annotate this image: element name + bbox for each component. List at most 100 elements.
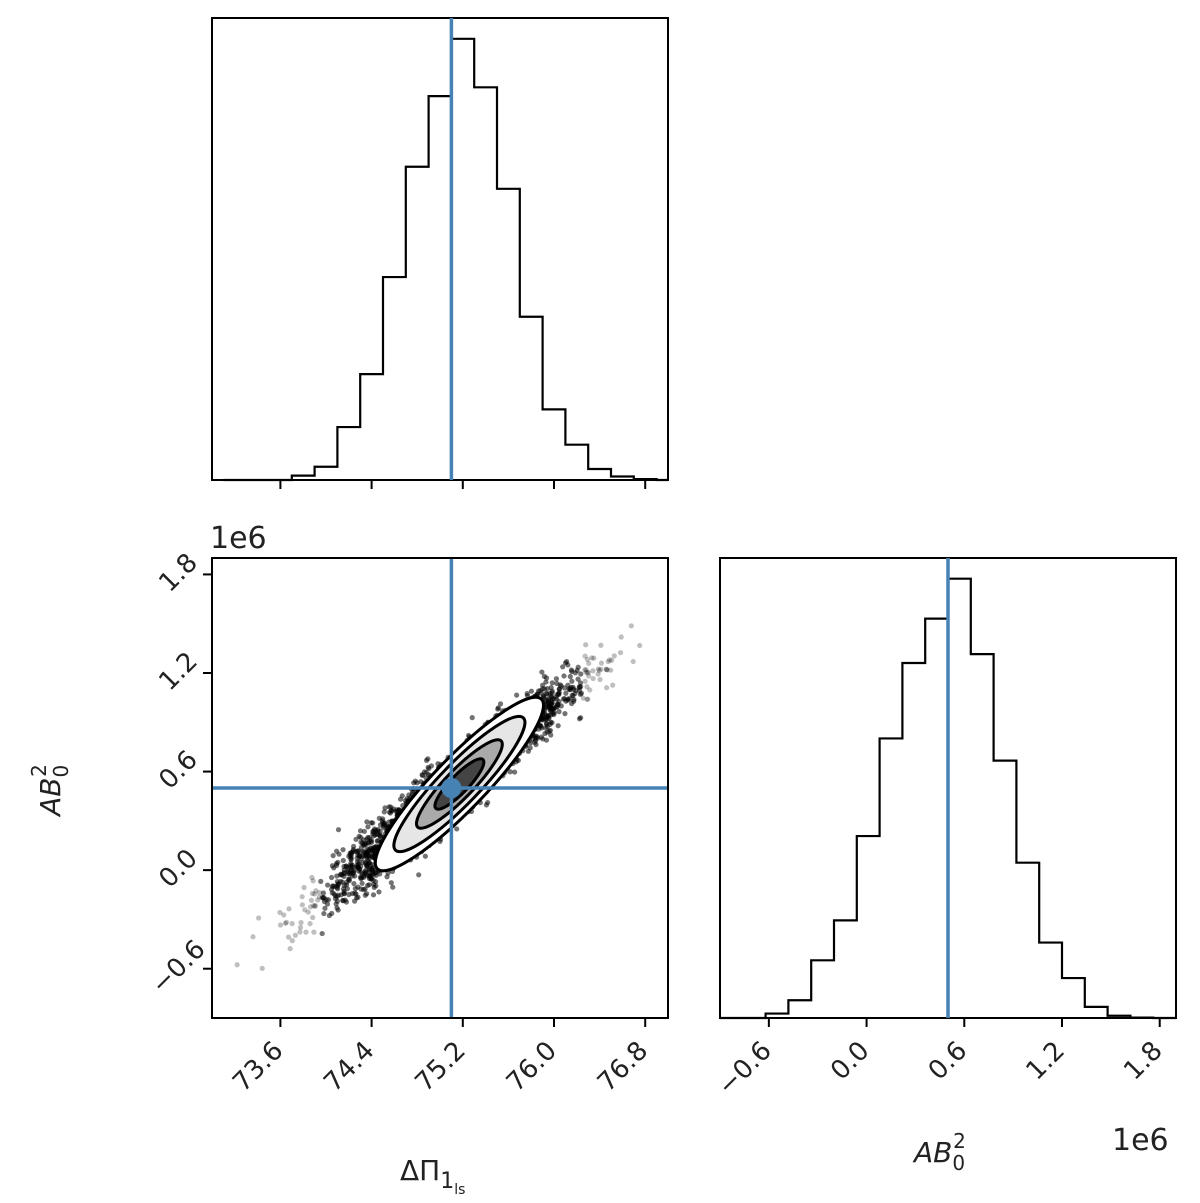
scatter-point [556, 709, 562, 715]
scatter-point [543, 712, 549, 719]
scatter-point [386, 819, 392, 825]
scatter-point [595, 671, 601, 677]
scatter-point [569, 668, 575, 675]
scatter-point [323, 897, 329, 903]
scatter-point [354, 849, 360, 855]
x-axis-label-subsub: ls [454, 1182, 465, 1198]
x-tick-label: 1.8 [1118, 1036, 1168, 1086]
scatter-point [584, 684, 590, 690]
scatter-point [583, 642, 589, 648]
scatter-point [589, 655, 595, 661]
scatter-point [388, 880, 394, 886]
scatter-point [578, 684, 584, 690]
scatter-point [422, 853, 428, 859]
scatter-point [628, 623, 634, 629]
scatter-point [298, 920, 304, 926]
histogram-dpi-panel [211, 17, 669, 489]
scatter-point [281, 912, 287, 918]
scatter-point [558, 683, 564, 689]
scatter-point [329, 890, 335, 896]
scatter-point [340, 847, 346, 853]
scatter-point [344, 879, 350, 885]
scatter-point [538, 723, 544, 730]
scatter-point [548, 693, 554, 699]
scatter-point [302, 907, 308, 913]
scatter-point [597, 676, 603, 683]
y-tick-label: 0.0 [153, 843, 203, 893]
histogram-ab-panel: −0.6 0.0 0.6 1.2 1.8 [712, 557, 1177, 1102]
scatter-point [365, 840, 372, 846]
x-tick-label: 1.2 [1020, 1036, 1070, 1086]
scatter-point [543, 679, 549, 685]
y-tick-label: −0.6 [146, 934, 212, 1000]
x-axis-label: ΔΠ1ls [400, 1154, 465, 1198]
scatter-point [330, 853, 336, 859]
scatter-contour-panel: 73.6 74.4 75.2 76.0 76.8 −0.6 0.0 0.6 1.2 1.8 [146, 548, 669, 1098]
scatter-point [310, 914, 316, 921]
scatter-point [315, 897, 321, 903]
scatter-point [545, 697, 551, 703]
scatter-point [618, 634, 624, 640]
scatter-point [574, 667, 580, 674]
scatter-point [540, 736, 546, 742]
scatter-point [562, 711, 568, 717]
scatter-point [454, 826, 460, 832]
scatter-point [569, 700, 575, 707]
scatter-point [590, 675, 596, 682]
scatter-point [577, 680, 584, 686]
scatter-point [590, 668, 596, 674]
scatter-point [310, 878, 316, 884]
y-tick-label: 1.8 [153, 548, 203, 598]
scatter-point [370, 892, 377, 898]
scatter-point [549, 680, 555, 686]
scatter-point [361, 828, 367, 835]
scatter-point [535, 735, 541, 741]
scatter-point [532, 739, 538, 745]
scatter-point [364, 891, 370, 897]
scatter-point [582, 653, 588, 659]
scatter-point [423, 769, 429, 776]
scatter-point [497, 701, 504, 707]
scatter-point [603, 666, 609, 672]
scatter-point [606, 657, 613, 663]
scatter-point [543, 721, 550, 727]
scatter-point [341, 890, 347, 896]
scatter-point [587, 687, 593, 693]
scatter-point [544, 685, 551, 692]
scatter-point [384, 874, 390, 880]
scatter-point [527, 745, 533, 751]
scatter-point [604, 685, 610, 691]
scatter-point [311, 929, 317, 935]
scatter-point [329, 910, 335, 917]
scatter-point [605, 658, 611, 665]
scatter-point [585, 669, 592, 675]
scatter-point [234, 962, 240, 968]
scatter-point [307, 921, 313, 927]
scatter-point [348, 856, 354, 863]
scatter-point [382, 805, 388, 811]
scatter-point [549, 720, 555, 726]
scatter-point [310, 903, 317, 909]
scatter-point [366, 860, 373, 866]
scatter-point [382, 820, 388, 826]
scatter-point [309, 874, 315, 881]
scatter-point [365, 824, 371, 830]
scatter-point [495, 705, 501, 711]
scatter-point [586, 660, 592, 666]
y-axis-label: AB02 [27, 764, 73, 818]
scatter-point [591, 655, 597, 661]
scatter-point [321, 910, 327, 917]
scatter-point [312, 903, 318, 909]
scatter-point [365, 834, 371, 841]
scatter-point [598, 666, 604, 672]
scatter-point [561, 673, 567, 679]
scatter-point [514, 692, 520, 698]
histogram-step [223, 37, 668, 482]
scatter-point [567, 673, 573, 680]
scatter-point [596, 667, 602, 674]
scatter-point [334, 905, 340, 911]
y-axis-label-sup: 2 [27, 764, 51, 777]
scatter-point [584, 696, 590, 702]
scatter-point [346, 891, 352, 898]
x-tick-label: −0.6 [712, 1036, 778, 1102]
